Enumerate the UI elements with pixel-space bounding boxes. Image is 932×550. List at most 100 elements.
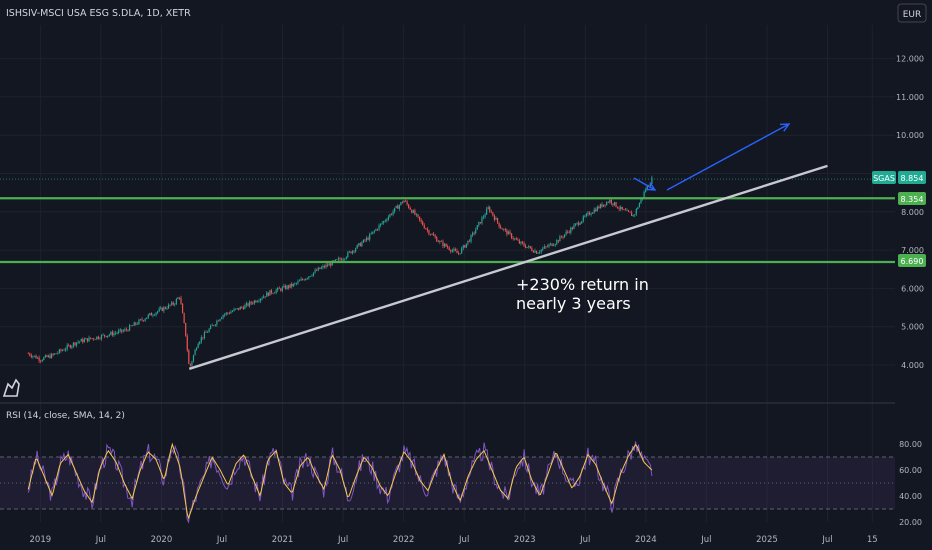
candle-body: [535, 250, 538, 254]
annotation-line-2[interactable]: nearly 3 years: [516, 294, 631, 313]
candle-body: [102, 334, 104, 336]
tradingview-logo-icon[interactable]: [2, 378, 20, 397]
candle-body: [41, 360, 43, 361]
candle-body: [489, 207, 491, 212]
candle-body: [517, 239, 519, 241]
candle-body: [464, 245, 466, 248]
candle-body: [492, 212, 494, 216]
candle-body: [531, 248, 533, 251]
candle-body: [476, 225, 478, 230]
candle-body: [351, 250, 354, 254]
candle-body: [139, 319, 142, 320]
candle-body: [33, 355, 36, 357]
candle-body: [510, 233, 513, 239]
candle-body: [500, 226, 502, 229]
candle-body: [245, 303, 248, 306]
candle-body: [178, 297, 181, 299]
time-tick-label: 2021: [272, 535, 294, 545]
candle-body: [300, 279, 302, 281]
candle-body: [621, 206, 623, 210]
candle-body: [470, 235, 472, 242]
time-tick-label: 15: [867, 535, 878, 545]
candle-body: [448, 247, 450, 250]
candle-body: [183, 313, 185, 324]
candle-body: [157, 311, 159, 313]
candle-body: [202, 337, 204, 338]
price-tick-label: 5.000: [901, 323, 924, 332]
candle-body: [247, 303, 249, 306]
candle-body: [542, 248, 544, 250]
candle-body: [539, 251, 541, 253]
price-candles: [27, 175, 653, 367]
currency-button[interactable]: [897, 3, 927, 23]
target-arrow[interactable]: [666, 123, 790, 191]
symbol-title[interactable]: ISHSIV-MSCI USA ESG S.DLA, 1D, XETR: [6, 8, 191, 19]
candle-body: [164, 307, 167, 309]
candle-body: [364, 239, 366, 241]
candle-body: [155, 312, 157, 315]
candle-body: [236, 308, 238, 309]
currency-button-label[interactable]: EUR: [903, 10, 922, 20]
candle-body: [259, 298, 262, 301]
candle-body: [345, 256, 347, 259]
candle-body: [258, 300, 260, 302]
candle-body: [423, 225, 425, 229]
candle-body: [627, 210, 630, 212]
candle-body: [272, 293, 274, 294]
pullback-arrow-head: [645, 182, 657, 191]
price-tick-label: 7.000: [901, 246, 924, 255]
candle-body: [486, 209, 488, 215]
time-tick-label: Jul: [821, 535, 832, 545]
candle-body: [189, 363, 191, 366]
trend-line[interactable]: [188, 164, 828, 370]
time-axis[interactable]: 2019 Jul 2020 Jul 2021 Jul 2022 Jul 2023 Jul 2024 J…: [30, 535, 878, 545]
price-point: [621, 209, 623, 211]
level-low-tag: [898, 254, 926, 267]
candle-body: [72, 342, 75, 346]
candle-body: [420, 219, 422, 222]
candle-body: [582, 216, 584, 222]
candle-body: [46, 355, 48, 357]
candle-body: [105, 336, 107, 337]
candle-body: [280, 288, 282, 291]
price-axis[interactable]: 4.000 5.000 6.000 7.000 8.000 10.000 11.000 12.…: [896, 55, 924, 527]
candle-body: [387, 216, 389, 220]
candle-body: [439, 241, 441, 242]
candle-body: [576, 222, 578, 224]
candle-body: [584, 216, 586, 217]
candle-body: [426, 229, 428, 231]
pullback-arrow[interactable]: [633, 177, 656, 191]
candle-body: [649, 183, 651, 186]
candle-body: [330, 263, 332, 266]
candle-body: [222, 315, 224, 318]
candle-body: [394, 207, 396, 212]
price-point: [52, 355, 54, 357]
candle-body: [185, 323, 187, 336]
candle-body: [429, 234, 432, 235]
candle-body: [551, 243, 553, 246]
candle-body: [256, 301, 259, 303]
rsi-legend[interactable]: RSI (14, close, SMA, 14, 2): [6, 411, 125, 421]
rsi-tick-label: 40.00: [899, 492, 922, 501]
price-point: [469, 238, 471, 240]
symbol-tag-label: SGAS: [873, 174, 895, 183]
candle-body: [163, 307, 165, 311]
candle-body: [571, 227, 573, 229]
candle-body: [312, 272, 315, 276]
candle-body: [563, 234, 566, 238]
candle-body: [403, 200, 405, 203]
candle-body: [308, 276, 310, 279]
candle-body: [640, 198, 642, 204]
price-point: [173, 303, 175, 305]
candle-body: [52, 353, 54, 355]
drawings[interactable]: [0, 123, 895, 370]
annotation-line-1[interactable]: +230% return in: [516, 275, 649, 294]
candle-body: [188, 350, 190, 364]
candle-body: [241, 306, 243, 308]
candle-body: [350, 251, 352, 254]
candle-body: [153, 314, 156, 316]
candle-body: [320, 267, 322, 269]
candle-body: [379, 223, 382, 226]
candle-body: [83, 339, 85, 343]
